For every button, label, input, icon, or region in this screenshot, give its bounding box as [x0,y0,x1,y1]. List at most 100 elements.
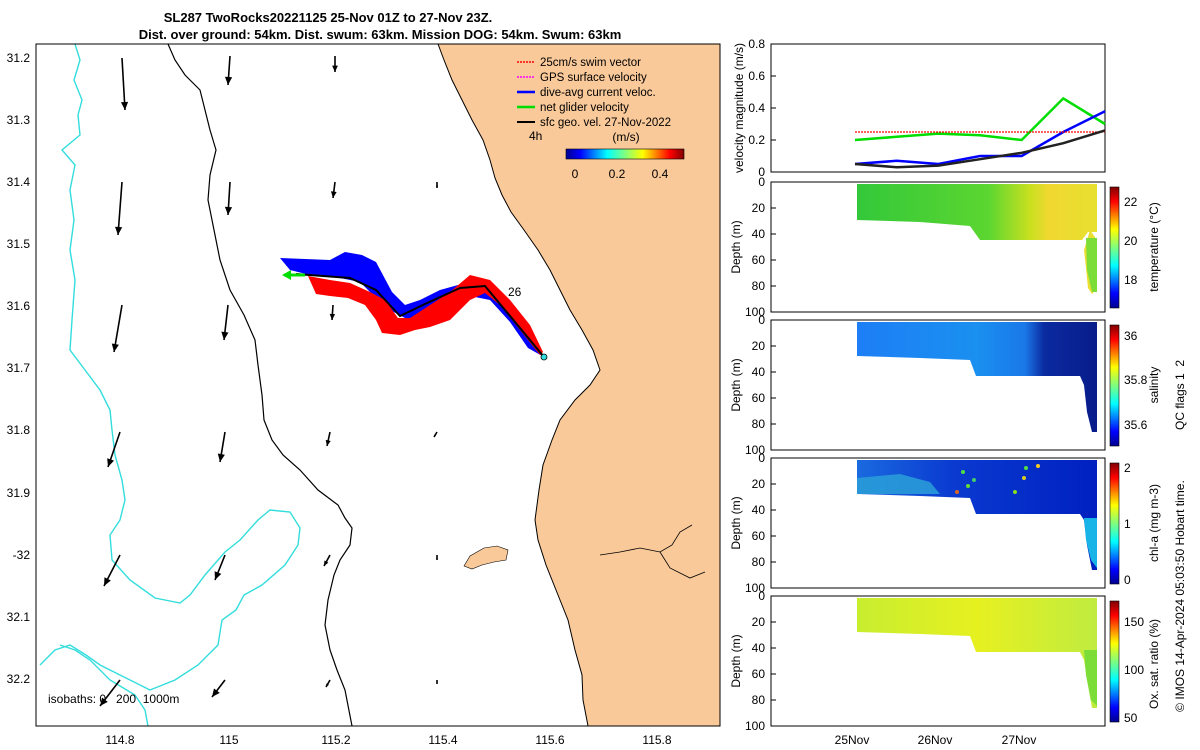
velocity-ytick-label: 0.8 [748,37,765,51]
salinity-section [857,322,1097,432]
lat-tick: 32.2 [7,672,31,686]
net-velocity-arrowhead [282,270,291,280]
lat-tick: 31.6 [7,299,31,313]
oxygen-cb-tick: 150 [1124,615,1144,629]
salinity-cb-tick: 36 [1124,329,1138,343]
velocity-ylabel: velocity magnitude (m/s) [732,43,746,173]
depth-tick-label: 100 [745,719,765,733]
depth-tick-label: 20 [752,615,766,629]
swan-river [599,524,706,579]
depth-ticks: 0204060801000204060801000204060801000204… [745,175,776,733]
depth-tick-label: 60 [752,253,766,267]
isobath-1000m [39,44,301,726]
depth-tick-label: 80 [752,555,766,569]
lat-tick: 31.9 [7,486,31,500]
salinity-colorbar [1109,324,1120,447]
velocity-series-line [854,96,1106,142]
time-label: 4h [529,129,542,143]
depth-tick-label: 80 [752,417,766,431]
legend-swim-label: 25cm/s swim vector [540,57,641,69]
glider-position-marker [540,353,548,361]
depth-tick-label: 40 [752,365,766,379]
depth-tick-label: 100 [745,305,765,319]
time-tick: 25Nov [835,733,870,747]
depth-tick-label: 60 [752,667,766,681]
swim-vector-fan [308,275,543,355]
lon-tick: 115.4 [428,733,457,747]
geo-velocity-arrowhead [224,76,233,85]
colorbar-title: (m/s) [612,130,639,144]
title-line-2: Dist. over ground: 54km. Dist. swum: 63k… [139,27,622,42]
geo-velocity-arrowhead [214,571,222,580]
chla-high-value-point [1013,490,1017,494]
geo-velocity-arrowhead [224,206,233,215]
depth-tick-label: 40 [752,641,766,655]
geo-velocity-arrowhead [329,313,336,320]
velocity-ytick-label: 0.6 [748,69,765,83]
velocity-yticks: 0 0.2 0.4 0.6 0.8 [748,37,776,179]
legend-geo-label: sfc geo. vel. 27-Nov-2022 [540,117,671,129]
chla-cb-tick: 0 [1124,573,1131,587]
depth-tick-label: 80 [752,693,766,707]
glider-track: 26 [280,252,548,361]
lon-tick: 115 [219,733,238,747]
chla-high-value-point [1036,464,1040,468]
map-lat-ticks: 31.2 31.3 31.4 31.5 31.6 31.7 31.8 31.9 … [7,51,31,686]
velocity-ytick-label: 0.2 [748,133,765,147]
oxygen-label: Ox. sat. ratio (%) [1147,619,1161,709]
geo-velocity-arrowhead [436,682,438,684]
isobath-label: isobaths: 0 200 1000m [48,692,179,706]
chla-cb-tick: 1 [1124,517,1131,531]
isobath-200m [167,44,353,726]
colorbar-tick: 0 [572,167,579,181]
geo-velocity-arrowhead [332,65,338,72]
geo-velocity-arrowhead [100,697,108,706]
time-tick: 26Nov [918,733,953,747]
geo-velocity-arrowhead [326,683,329,687]
geo-velocity-arrowhead [104,577,111,586]
chla-high-value-point [1022,476,1026,480]
geo-velocity-arrowhead [435,185,439,188]
depth-label-oxygen: Depth (m) [729,634,743,687]
oxygen-colorbar [1109,600,1120,723]
depth-tick-label: 0 [758,451,765,465]
depth-tick-label: 0 [758,589,765,603]
depth-tick-label: 80 [752,279,766,293]
oxygen-cb-tick: 50 [1124,711,1138,725]
lat-tick: 31.2 [7,51,31,65]
geo-velocity-arrows [99,55,439,707]
lat-tick: 31.3 [7,113,31,127]
geo-velocity-arrowhead [330,191,337,198]
velocity-ytick-label: 0 [758,165,765,179]
lat-tick: 32.1 [7,610,31,624]
lon-tick: 115.2 [321,733,350,747]
geo-velocity-arrowhead [221,331,229,340]
depth-tick-label: 0 [758,175,765,189]
geo-velocity-arrow [121,57,126,111]
geo-velocity-arrowhead [217,453,225,462]
depth-tick-label: 20 [752,477,766,491]
chla-label: chl-a (mg m-3) [1147,484,1161,562]
chla-panel: 2 1 0 chl-a (mg m-3) [770,457,1161,589]
title-line-1: SL287 TwoRocks20221125 25-Nov 01Z to 27-… [164,10,493,25]
chla-colorbar [1109,462,1120,585]
depth-tick-label: 60 [752,391,766,405]
geo-velocity-arrowhead [434,434,437,437]
rottnest-island [463,545,509,570]
lon-tick: 115.8 [642,733,671,747]
lat-tick: 31.5 [7,237,31,251]
chla-shallow-patch [857,474,940,494]
depth-tick-label: 100 [745,443,765,457]
velocity-ytick-label: 0.4 [748,101,765,115]
lat-tick: 31.8 [7,423,31,437]
chla-high-value-point [972,478,976,482]
colorbar-tick: 0.2 [609,167,626,181]
salinity-cb-tick: 35.6 [1124,418,1148,432]
geo-velocity-arrowhead [325,439,331,446]
depth-tick-label: 100 [745,581,765,595]
geo-velocity-arrowhead [111,343,119,352]
day-label: 26 [508,285,522,299]
salinity-panel: 36 35.8 35.6 salinity [770,319,1161,451]
land [438,44,720,726]
